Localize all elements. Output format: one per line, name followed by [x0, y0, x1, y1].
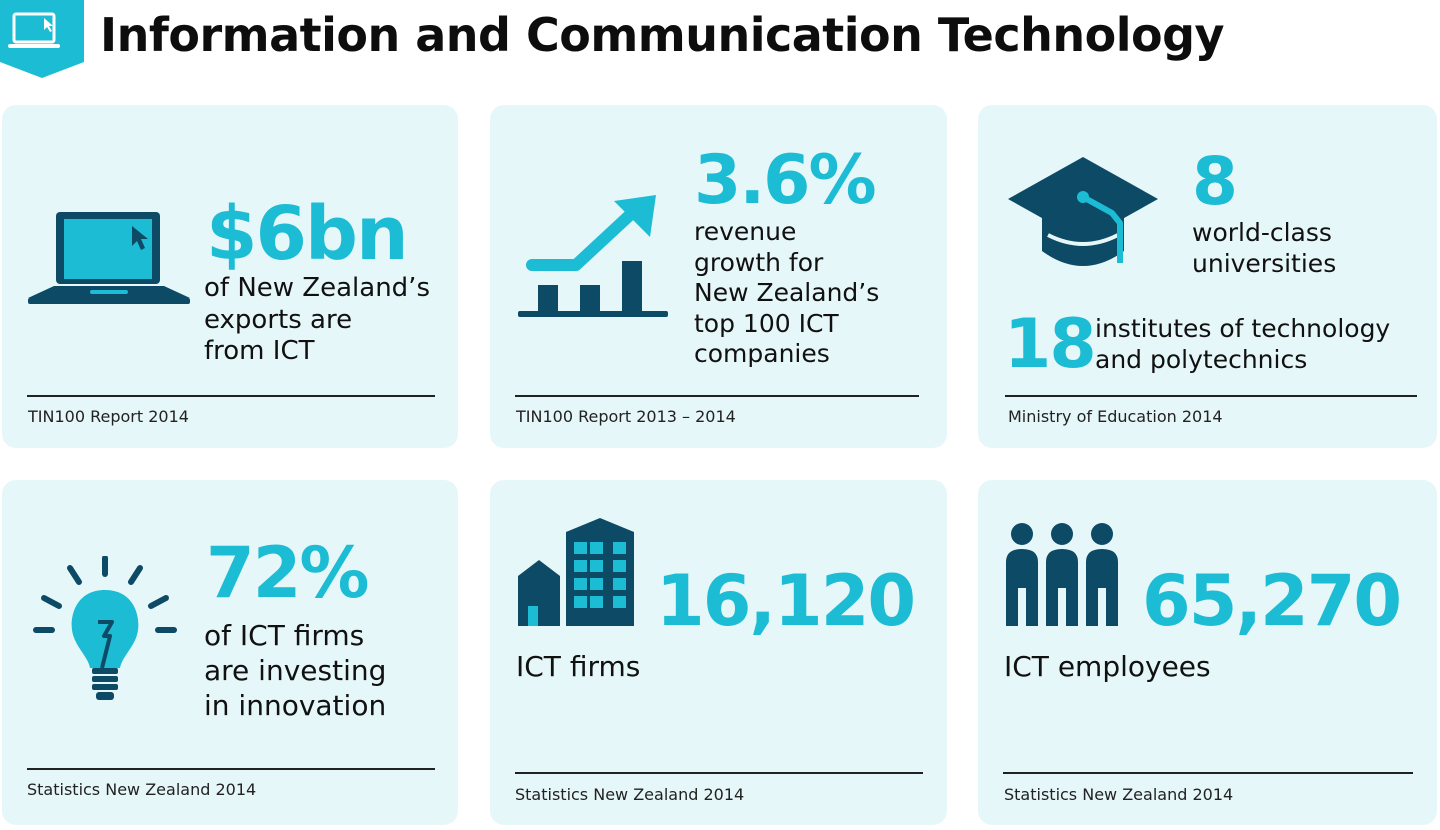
computer-badge-icon — [0, 0, 84, 78]
stat-card-firms: 16,120 ICT firms Statistics New Zealand … — [490, 480, 947, 825]
stat-description: revenue growth for New Zealand’s top 100… — [694, 217, 880, 368]
laptop-icon — [28, 212, 190, 304]
divider — [515, 772, 923, 774]
stat-card-education: 8 world-class universities 18 institutes… — [978, 105, 1437, 448]
source-label: Statistics New Zealand 2014 — [515, 785, 745, 804]
graduation-cap-icon — [1008, 157, 1158, 266]
universities-description: world-class universities — [1192, 218, 1337, 279]
people-icon — [1006, 523, 1118, 626]
source-label: TIN100 Report 2014 — [28, 407, 189, 426]
divider — [1003, 772, 1413, 774]
stat-card-revenue-growth: 3.6% revenue growth for New Zealand’s to… — [490, 105, 947, 448]
stat-value: 3.6% — [694, 141, 877, 220]
buildings-icon — [518, 518, 634, 626]
source-label: Statistics New Zealand 2014 — [1004, 785, 1234, 804]
stat-card-employees: 65,270 ICT employees Statistics New Zeal… — [978, 480, 1437, 825]
stat-description: ICT firms — [516, 650, 641, 683]
source-label: Statistics New Zealand 2014 — [27, 780, 257, 799]
source-label: Ministry of Education 2014 — [1008, 407, 1223, 426]
divider — [1005, 395, 1417, 397]
growth-chart-icon — [518, 195, 668, 317]
stat-description: of ICT firms are investing in innovation — [204, 619, 387, 722]
source-label: TIN100 Report 2013 – 2014 — [516, 407, 736, 426]
stat-value: 16,120 — [656, 560, 916, 642]
page-title: Information and Communication Technology — [100, 8, 1225, 62]
stat-value: 65,270 — [1142, 560, 1402, 642]
stat-card-exports: $6bn of New Zealand’s exports are from I… — [2, 105, 458, 448]
stat-value: 72% — [206, 532, 370, 614]
stat-value-institutes: 18 — [1004, 305, 1097, 384]
stat-description: of New Zealand’s exports are from ICT — [204, 273, 430, 367]
divider — [515, 395, 919, 397]
stat-description: ICT employees — [1004, 650, 1211, 683]
institutes-description: institutes of technology and polytechnic… — [1095, 314, 1391, 375]
stat-card-innovation: 72% of ICT firms are investing in innova… — [2, 480, 458, 825]
stat-value-universities: 8 — [1192, 143, 1238, 220]
lightbulb-icon — [33, 556, 177, 700]
divider — [27, 395, 435, 397]
stat-value: $6bn — [206, 191, 409, 277]
divider — [27, 768, 435, 770]
